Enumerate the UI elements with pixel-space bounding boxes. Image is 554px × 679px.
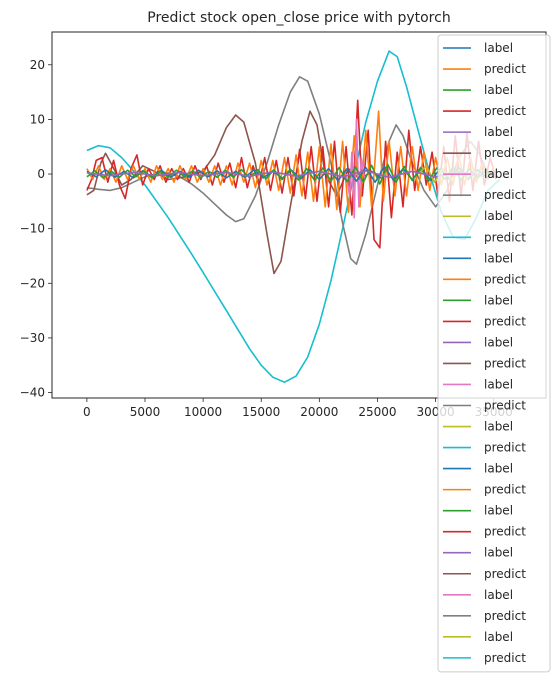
y-axis: −40 −30 −20 −10 0 10 20 [20, 58, 52, 400]
x-tick-label-4: 20000 [300, 405, 338, 419]
x-tick-label-3: 15000 [242, 405, 280, 419]
legend-label-21: predict [484, 483, 526, 497]
legend-label-10: label [484, 251, 513, 265]
chart-title: Predict stock open_close price with pyto… [147, 10, 450, 26]
legend-box [437, 34, 551, 673]
y-tick-label-4: 0 [37, 167, 45, 181]
legend: label predict label predict label predict labe… [437, 34, 551, 673]
series-line-9 [86, 170, 483, 179]
legend-label-28: label [484, 630, 513, 644]
legend-label-8: label [484, 209, 513, 223]
legend-label-0: label [484, 41, 513, 55]
legend-label-1: predict [484, 62, 526, 76]
legend-label-22: label [484, 504, 513, 518]
legend-label-19: predict [484, 441, 526, 455]
legend-label-3: predict [484, 104, 526, 118]
y-tick-label-2: −20 [20, 276, 45, 290]
legend-label-2: label [484, 83, 513, 97]
legend-label-26: label [484, 588, 513, 602]
legend-label-23: predict [484, 525, 526, 539]
series-line-4 [86, 110, 495, 214]
x-tick-label-1: 5000 [130, 405, 161, 419]
legend-label-17: predict [484, 399, 526, 413]
y-tick-label-1: −30 [20, 331, 45, 345]
legend-label-9: predict [484, 230, 526, 244]
legend-label-29: predict [484, 651, 526, 665]
y-tick-label-6: 20 [30, 58, 45, 72]
legend-label-12: label [484, 293, 513, 307]
legend-label-25: predict [484, 567, 526, 581]
legend-label-27: predict [484, 609, 526, 623]
legend-label-11: predict [484, 272, 526, 286]
y-tick-label-5: 10 [30, 112, 45, 126]
legend-label-14: label [484, 335, 513, 349]
legend-label-4: label [484, 125, 513, 139]
legend-label-16: label [484, 377, 513, 391]
legend-label-7: predict [484, 188, 526, 202]
legend-label-13: predict [484, 314, 526, 328]
x-tick-label-5: 25000 [358, 405, 396, 419]
legend-label-20: label [484, 462, 513, 476]
legend-label-24: label [484, 546, 513, 560]
series-layer [86, 50, 501, 383]
legend-label-15: predict [484, 356, 526, 370]
legend-label-5: predict [484, 146, 526, 160]
x-tick-label-2: 10000 [184, 405, 222, 419]
y-tick-label-3: −10 [20, 222, 45, 236]
legend-label-18: label [484, 420, 513, 434]
x-tick-label-0: 0 [83, 405, 91, 419]
y-tick-label-0: −40 [20, 386, 45, 400]
legend-label-6: label [484, 167, 513, 181]
